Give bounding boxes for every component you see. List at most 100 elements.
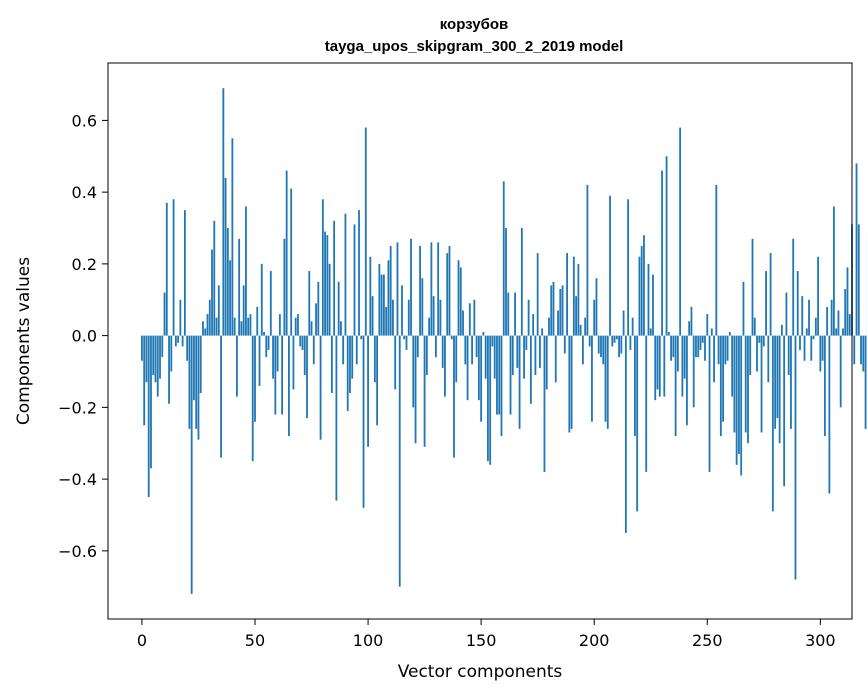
bar-75 [310,321,313,336]
bar-43 [238,238,241,336]
bar-224 [647,263,650,336]
bar-266 [742,281,745,336]
bar-131 [437,242,440,336]
bar-262 [733,335,736,433]
bar-289 [794,335,797,580]
bar-292 [801,296,804,336]
bar-245 [695,335,697,358]
bar-17 [179,299,182,336]
bar-259 [726,335,729,361]
bar-177 [541,328,544,336]
bar-290 [796,271,799,336]
bar-77 [315,303,317,336]
x-tick-label-1: 50 [245,631,265,650]
bar-125 [423,335,426,447]
bar-316 [855,163,858,336]
chart-title: корзубов [440,16,509,33]
bar-170 [525,335,528,350]
bar-149 [477,335,480,401]
bar-92 [349,335,351,394]
bar-84 [330,335,333,394]
bar-206 [606,335,609,429]
bar-311 [844,288,847,336]
bar-21 [188,335,191,429]
bar-46 [245,206,247,336]
bar-45 [242,285,245,336]
bar-117 [405,335,408,350]
bar-274 [760,335,763,433]
bar-119 [410,238,412,336]
bar-39 [229,260,232,336]
bar-214 [624,335,627,533]
bar-286 [787,335,790,376]
bar-230 [661,170,663,336]
bar-58 [272,335,274,379]
bar-28 [204,328,207,336]
bar-136 [448,245,451,336]
y-tick-label-0: −0.6 [58,542,97,561]
bar-249 [704,335,706,361]
bar-66 [290,188,293,336]
bar-307 [835,328,838,336]
bar-62 [281,335,284,415]
bar-53 [260,263,263,336]
y-tick-label-5: 0.4 [72,183,97,202]
bar-235 [672,335,675,358]
bar-10 [163,292,166,336]
bar-237 [676,335,679,372]
bar-308 [837,310,840,336]
bar-258 [724,335,727,365]
bar-320 [864,335,867,429]
bar-196 [584,317,587,336]
bar-294 [805,328,808,336]
bar-175 [536,253,539,336]
bar-64 [285,170,288,336]
bar-67 [292,335,295,390]
bar-188 [566,253,568,336]
bar-213 [622,310,625,336]
bar-212 [620,335,623,354]
x-axis-label: Vector components [398,662,563,682]
bar-217 [631,317,634,336]
bar-154 [489,335,492,465]
bar-174 [534,335,537,376]
bar-225 [649,328,652,336]
bar-205 [604,335,607,422]
bar-116 [403,335,406,340]
bar-250 [706,314,709,336]
y-tick-label-4: 0.2 [72,255,97,274]
bar-181 [550,285,553,336]
bar-44 [240,321,243,336]
bar-211 [618,335,620,358]
bar-146 [471,335,473,365]
bar-242 [688,321,691,336]
bar-162 [507,292,510,336]
bar-305 [830,299,833,336]
bar-118 [407,299,410,336]
bar-275 [762,335,765,347]
bar-89 [342,335,345,365]
bar-219 [636,335,639,512]
bar-287 [790,335,792,429]
bar-133 [441,335,444,368]
bar-112 [394,335,397,390]
bar-191 [572,256,575,336]
bar-19 [183,210,186,336]
bar-171 [527,299,530,336]
bar-132 [439,299,442,336]
bar-239 [681,335,684,397]
bar-57 [269,271,272,336]
bar-315 [853,335,856,365]
bar-254 [715,184,718,336]
bar-6 [154,335,157,383]
bar-313 [848,314,851,336]
bar-99 [364,127,367,336]
bar-198 [588,335,591,347]
bar-23 [193,335,195,401]
bar-156 [493,335,496,379]
bar-288 [792,238,795,336]
bar-83 [328,263,331,336]
bar-304 [828,335,831,494]
bar-199 [591,335,593,422]
bar-301 [821,335,824,361]
